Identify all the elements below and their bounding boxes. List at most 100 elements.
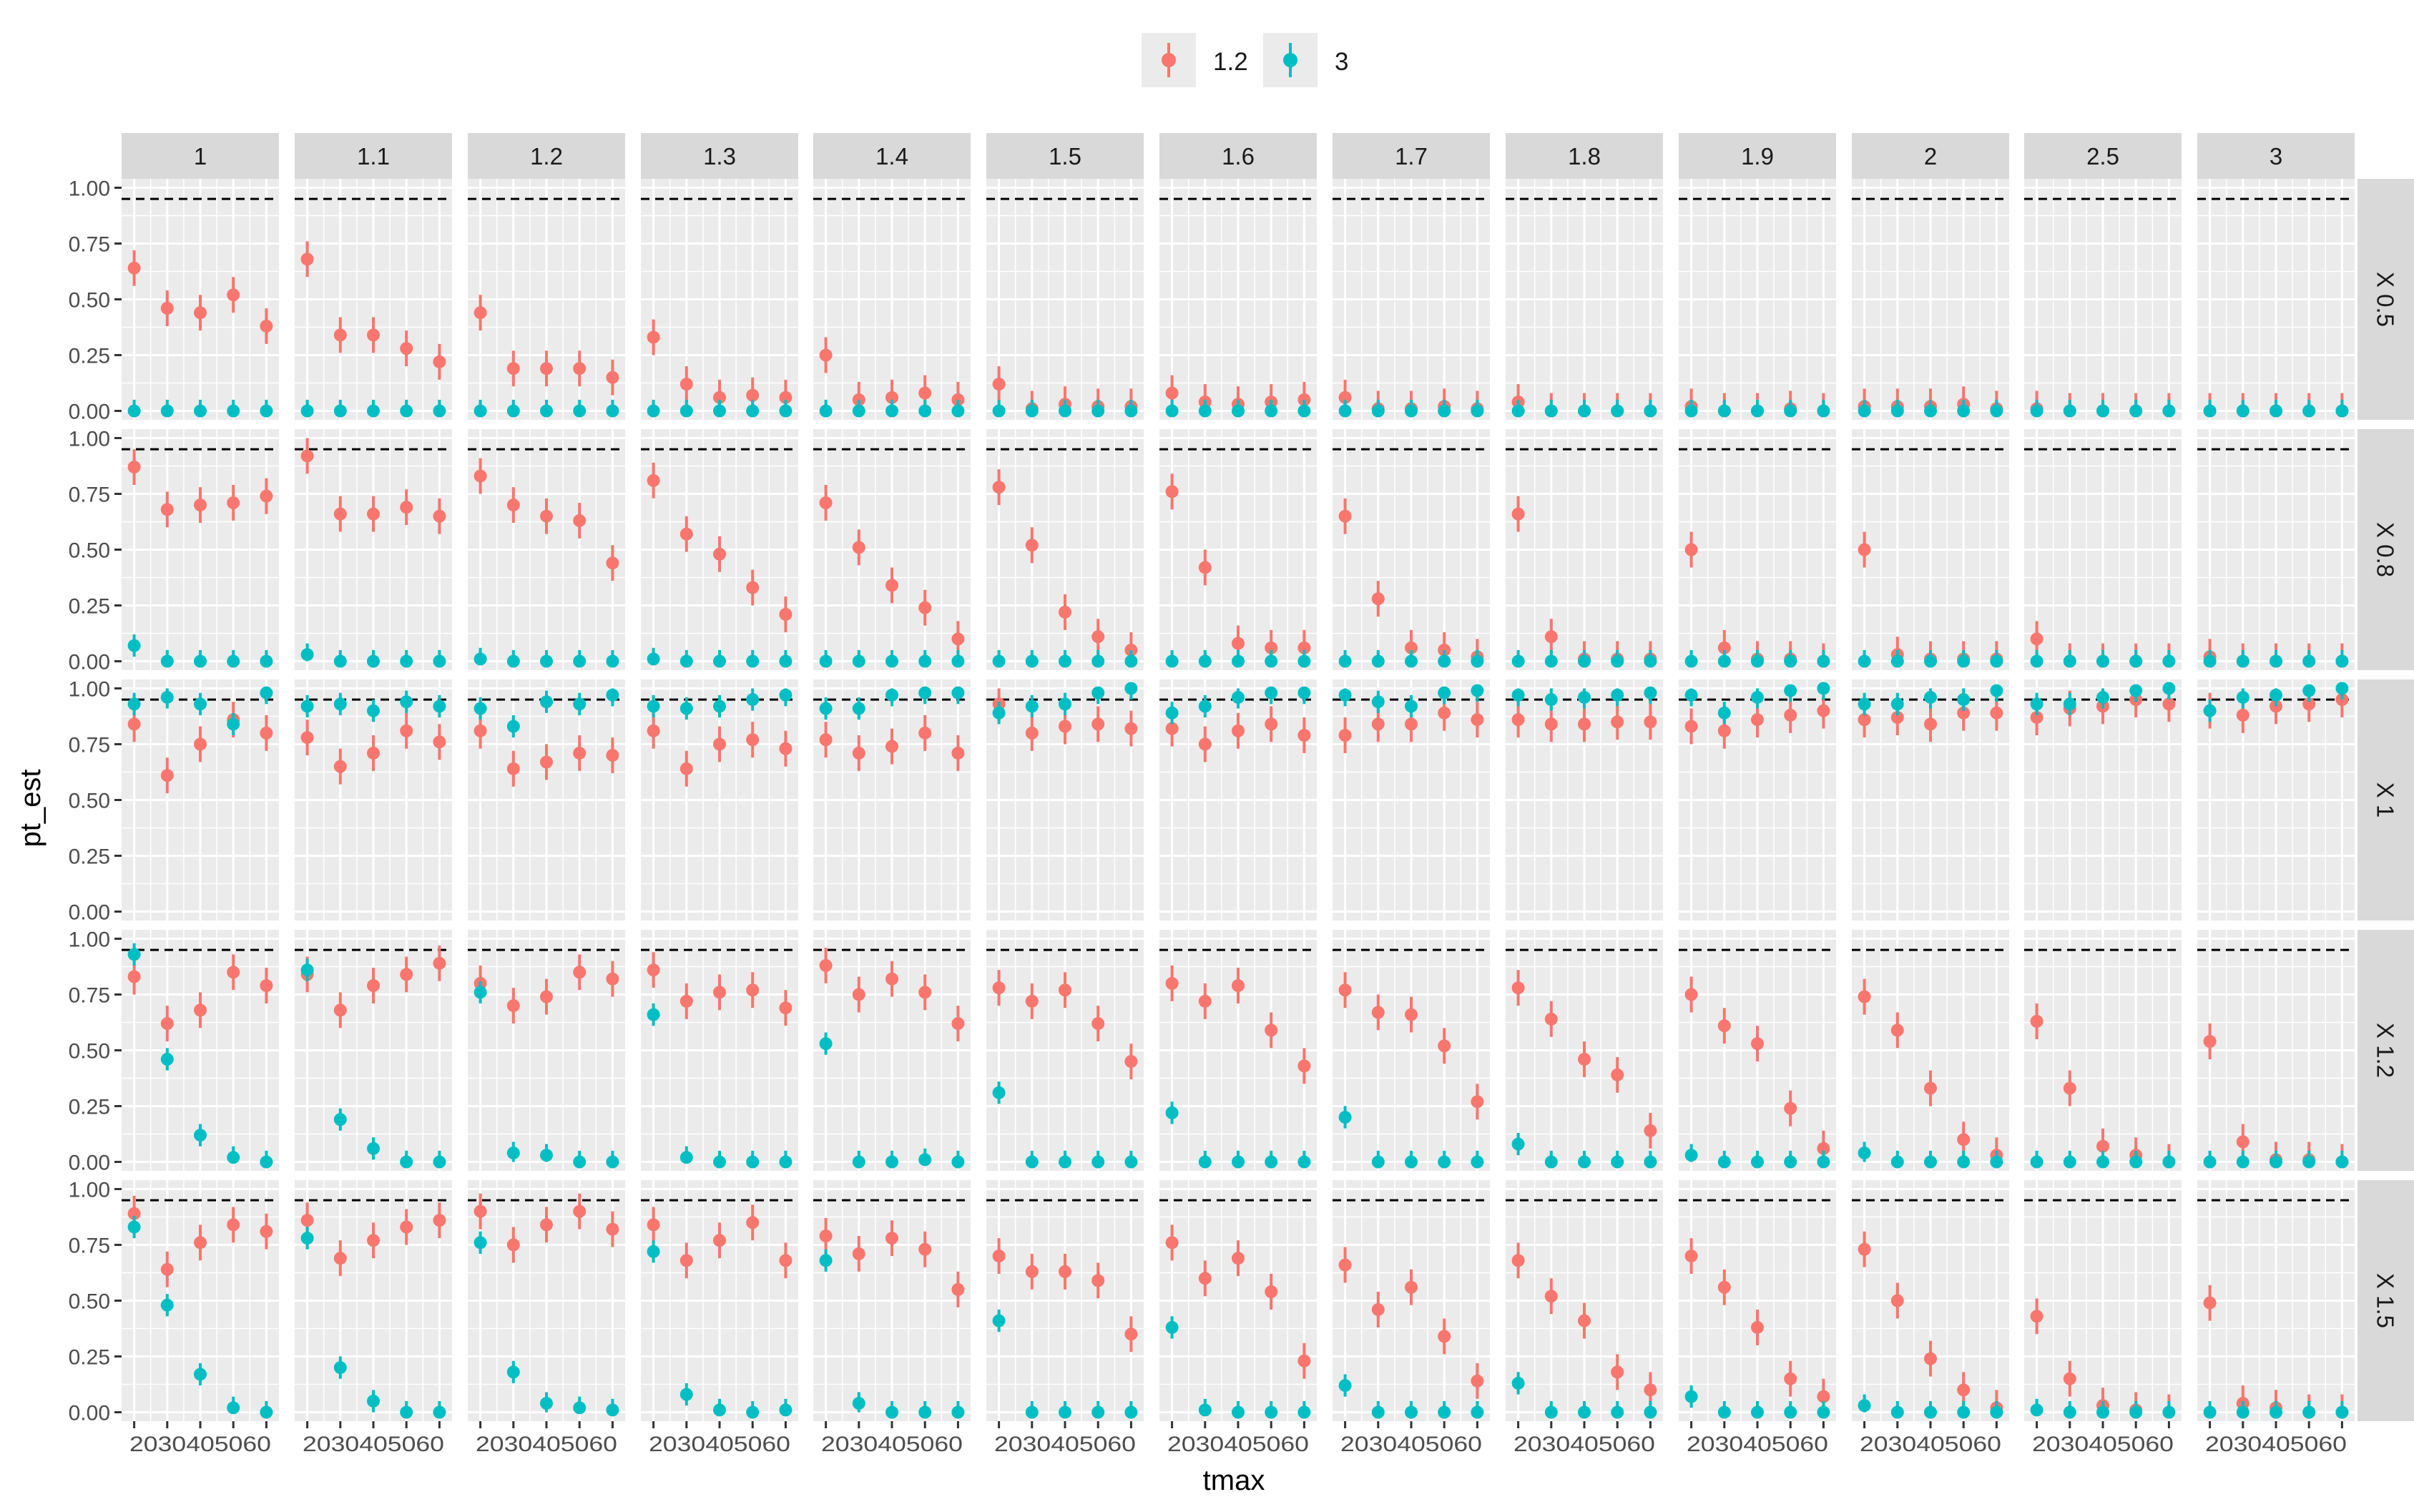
data-point — [1471, 1095, 1484, 1109]
data-point — [2302, 697, 2316, 711]
data-point — [1644, 654, 1657, 668]
data-point — [573, 362, 587, 375]
data-point — [506, 654, 520, 668]
row-strip: X 1.5 — [2357, 1180, 2414, 1421]
data-point — [2030, 711, 2043, 725]
data-point — [1165, 386, 1179, 400]
data-point — [1405, 1008, 1418, 1021]
data-point — [992, 481, 1006, 494]
strip-background — [468, 133, 625, 179]
data-point — [2203, 1035, 2217, 1049]
data-point — [918, 686, 932, 699]
data-point — [1025, 654, 1039, 668]
x-tick-label: 2030405060 — [303, 1433, 444, 1456]
y-tick-label: 0.75 — [69, 983, 110, 1007]
data-point — [333, 1113, 347, 1126]
facet-panel — [641, 429, 798, 670]
data-point — [160, 654, 174, 668]
data-point — [367, 404, 380, 418]
column-strip: 2.5 — [2024, 133, 2182, 179]
data-point — [1890, 654, 1904, 668]
facet-panel — [2024, 1180, 2182, 1421]
data-point — [160, 503, 174, 516]
data-point — [647, 473, 660, 487]
data-point — [992, 1250, 1006, 1263]
data-point — [1338, 404, 1352, 418]
column-strip: 2 — [1852, 133, 2009, 179]
data-point — [779, 1155, 793, 1169]
data-point — [1684, 543, 1698, 556]
strip-background — [1506, 133, 1663, 179]
data-point — [1338, 688, 1352, 702]
data-point — [1751, 690, 1764, 704]
y-tick-label: 1.00 — [69, 928, 110, 951]
data-point — [260, 1405, 273, 1419]
data-point — [2203, 704, 2217, 717]
data-point — [1817, 1405, 1830, 1419]
column-strip-label: 1.2 — [530, 143, 563, 170]
facet-panel — [2024, 179, 2182, 420]
data-point — [1990, 1155, 2003, 1169]
strip-background — [2357, 930, 2414, 1171]
legend: 1.2 3 — [1142, 33, 1348, 87]
data-point — [367, 328, 380, 342]
data-point — [433, 1155, 446, 1169]
data-point — [1297, 404, 1311, 418]
data-point — [746, 733, 760, 747]
data-point — [885, 654, 898, 668]
y-tick-label: 0.25 — [69, 1346, 110, 1370]
data-point — [1297, 1155, 1311, 1169]
data-point — [2203, 1155, 2217, 1169]
data-point — [194, 499, 207, 512]
data-point — [606, 972, 619, 986]
data-point — [1371, 1006, 1385, 1019]
facet-panel — [986, 1180, 1144, 1421]
facet-panel — [986, 679, 1144, 921]
data-point — [1025, 994, 1039, 1008]
data-point — [1957, 1405, 1971, 1419]
data-point — [367, 979, 380, 993]
data-point — [2030, 1014, 2043, 1028]
data-point — [540, 362, 553, 375]
facet-panel — [1852, 179, 2009, 420]
data-point — [194, 1129, 207, 1142]
data-point — [852, 1155, 865, 1169]
data-point — [127, 717, 141, 731]
data-point — [1644, 1155, 1657, 1169]
data-point — [1784, 684, 1797, 697]
data-point — [127, 461, 141, 474]
column-strip-label: 2.5 — [2086, 143, 2119, 170]
data-point — [1858, 697, 1871, 711]
data-point — [1858, 713, 1871, 727]
facet-panel — [295, 179, 452, 420]
data-point — [160, 1052, 174, 1066]
data-point — [1717, 724, 1731, 737]
strip-background — [122, 133, 279, 179]
data-point — [300, 731, 314, 745]
data-point — [819, 702, 833, 715]
data-point — [1232, 724, 1245, 737]
data-point — [1817, 704, 1830, 717]
column-strip-label: 1.4 — [875, 143, 908, 170]
facet-panel — [122, 429, 279, 670]
data-point — [1858, 543, 1871, 556]
row-strip: X 1 — [2357, 679, 2414, 921]
data-point — [2302, 654, 2316, 668]
data-point — [474, 404, 487, 418]
data-point — [1784, 1372, 1797, 1385]
data-point — [1717, 654, 1731, 668]
data-point — [2129, 1155, 2143, 1169]
data-point — [1059, 983, 1071, 997]
data-point — [2335, 682, 2349, 695]
data-point — [194, 404, 207, 418]
x-tick-label: 2030405060 — [821, 1433, 963, 1456]
data-point — [1751, 1037, 1764, 1051]
data-point — [1025, 1405, 1039, 1419]
data-point — [400, 1155, 413, 1169]
data-point — [2063, 1372, 2076, 1385]
data-point — [819, 958, 833, 972]
data-point — [1338, 654, 1352, 668]
data-point — [573, 514, 587, 527]
data-point — [433, 735, 446, 749]
